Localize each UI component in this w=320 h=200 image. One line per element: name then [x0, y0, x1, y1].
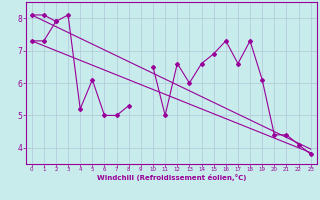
X-axis label: Windchill (Refroidissement éolien,°C): Windchill (Refroidissement éolien,°C) [97, 174, 246, 181]
